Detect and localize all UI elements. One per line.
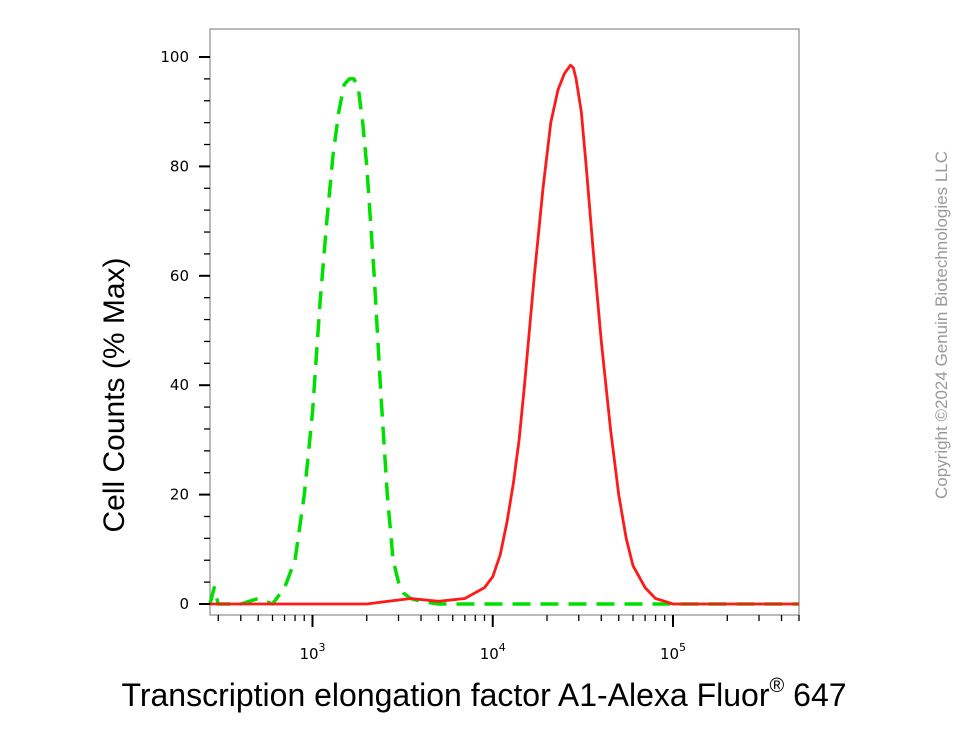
plot-frame: [209, 28, 800, 616]
series-2-line: [210, 63, 799, 606]
x-tick-label: 104: [480, 641, 506, 663]
y-tick-label: 40: [170, 376, 189, 394]
x-axis: 103 104 105: [217, 615, 800, 663]
x-tick-label: 103: [299, 641, 325, 663]
x-axis-label: Transcription elongation factor A1-Alexa…: [121, 675, 846, 713]
copyright-watermark: Copyright ©2024 Genuin Biotechnologies L…: [932, 151, 951, 499]
y-tick-label: 100: [160, 48, 189, 66]
y-tick-label: 20: [170, 486, 189, 504]
y-axis: 0 20 40 60 80 100: [160, 48, 210, 613]
y-axis-label: Cell Counts (% Max): [98, 257, 131, 532]
series-1-line: [208, 77, 799, 606]
y-tick-label: 80: [170, 157, 189, 175]
y-tick-label: 60: [170, 267, 189, 285]
x-axis-label-main: Transcription elongation factor A1-Alexa…: [121, 677, 769, 713]
y-tick-label: 0: [179, 595, 189, 613]
plot-area: [208, 28, 800, 616]
x-axis-label-suffix: 647: [784, 677, 846, 713]
x-axis-label-superscript: ®: [770, 675, 785, 697]
x-tick-label: 105: [660, 641, 686, 663]
